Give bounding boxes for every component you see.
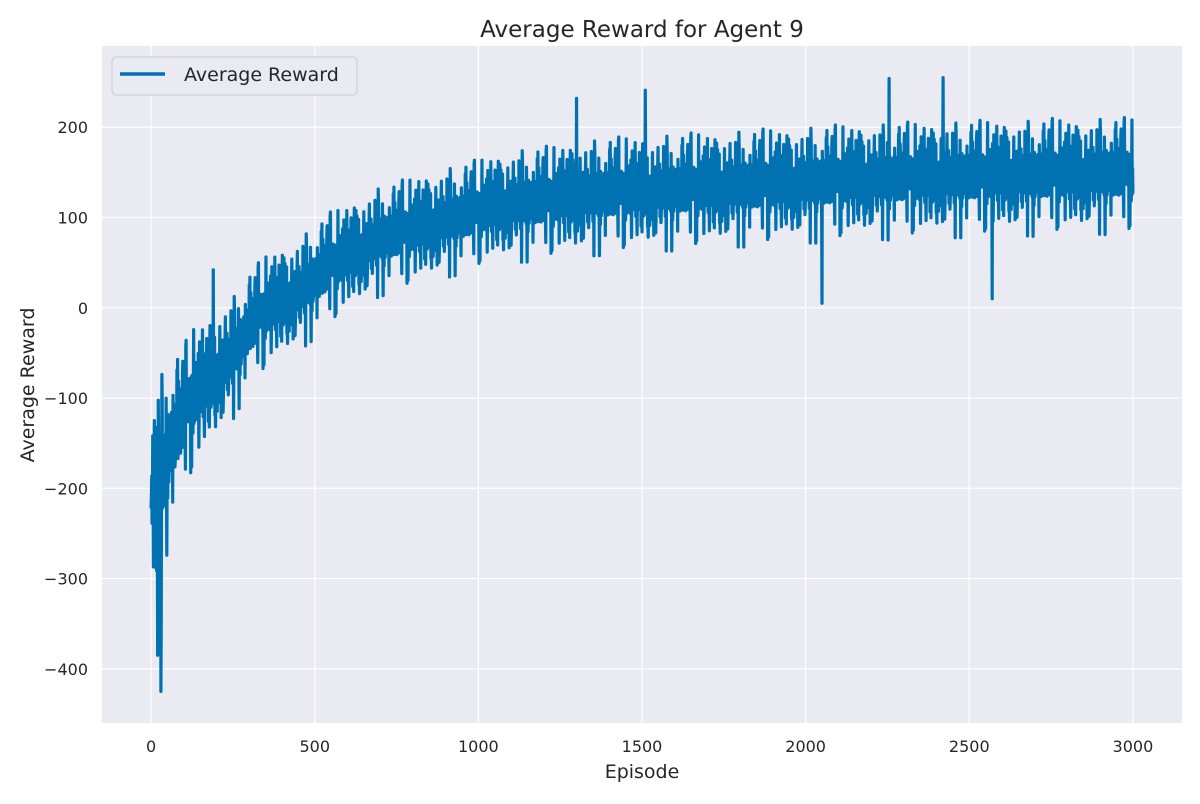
x-tick-label: 3000 (1113, 737, 1154, 756)
x-tick-label: 1500 (622, 737, 663, 756)
series-layer (149, 75, 1135, 694)
x-tick-label: 2500 (949, 737, 990, 756)
legend: Average Reward (111, 56, 358, 96)
x-axis-label: Episode (605, 761, 680, 783)
y-tick-label: −400 (44, 660, 88, 679)
y-tick-label: −300 (44, 570, 88, 589)
y-tick-label: −200 (44, 479, 88, 498)
y-tick-label: −100 (44, 389, 88, 408)
legend-label: Average Reward (184, 64, 339, 86)
y-tick-label: 100 (57, 209, 88, 228)
y-tick-label: 0 (78, 299, 88, 318)
chart-title: Average Reward for Agent 9 (480, 17, 804, 43)
grid-lines (102, 46, 1182, 723)
x-tick-label: 1000 (458, 737, 499, 756)
y-tick-label: 200 (57, 118, 88, 137)
x-tick-label: 2000 (785, 737, 826, 756)
y-axis-label: Average Reward (17, 308, 39, 463)
legend-box (111, 56, 358, 96)
y-tick-labels: −400 −300 −200 −100 0 100 200 (44, 118, 88, 679)
series-line-average-reward (149, 75, 1135, 694)
x-tick-label: 0 (146, 737, 156, 756)
x-tick-label: 500 (299, 737, 330, 756)
x-tick-labels: 0 500 1000 1500 2000 2500 3000 (146, 737, 1153, 756)
